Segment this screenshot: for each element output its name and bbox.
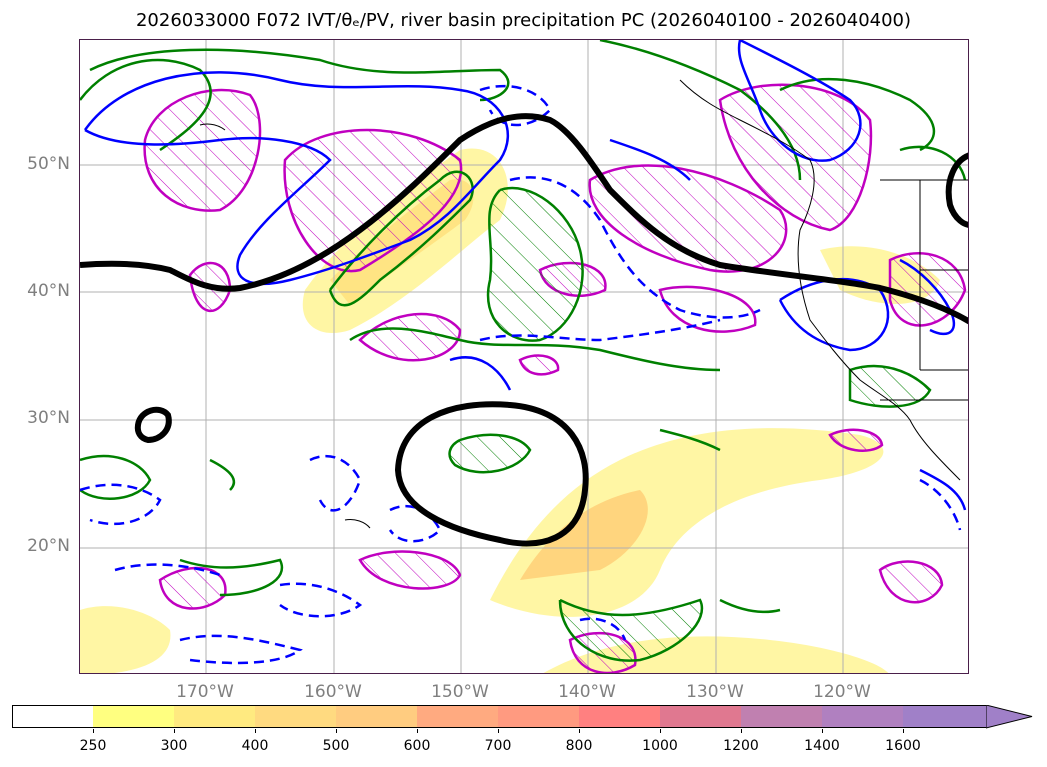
colorbar-segment [660, 705, 741, 728]
theta-e-contours [80, 40, 967, 662]
map-panel[interactable] [79, 39, 969, 674]
colorbar-segment [741, 705, 822, 728]
colorbar-tick [903, 729, 904, 733]
colorbar-tick-label: 250 [79, 738, 107, 754]
colorbar-segment [336, 705, 417, 728]
colorbar-tick-label: 1600 [885, 738, 921, 754]
lon-label-160w: 160°W [304, 682, 362, 702]
coastline [199, 79, 968, 529]
pv-contours-dashed [80, 84, 962, 665]
lat-label-40n: 40°N [27, 281, 70, 301]
colorbar-segment [12, 705, 93, 728]
lon-label-140w: 140°W [558, 682, 616, 702]
colorbar-tick-label: 600 [403, 738, 431, 754]
colorbar-segment [417, 705, 498, 728]
lon-label-120w: 120°W [813, 682, 871, 702]
colorbar-segment [822, 705, 903, 728]
colorbar-tick [336, 729, 337, 733]
colorbar-tick [93, 729, 94, 733]
lat-label-50n: 50°N [27, 154, 70, 174]
colorbar-tick-label: 1400 [804, 738, 840, 754]
lat-label-20n: 20°N [27, 536, 70, 556]
colorbar-tick-label: 1000 [642, 738, 678, 754]
colorbar-tick-label: 700 [484, 738, 512, 754]
colorbar-tick [174, 729, 175, 733]
lat-label-30n: 30°N [27, 408, 70, 428]
colorbar-tick-label: 300 [160, 738, 188, 754]
colorbar-tick [660, 729, 661, 733]
map-title: 2026033000 F072 IVT/θₑ/PV, river basin p… [135, 10, 912, 31]
colorbar-tick-label: 1200 [723, 738, 759, 754]
colorbar-segment [255, 705, 336, 728]
colorbar-segment [579, 705, 660, 728]
colorbar [12, 705, 1033, 729]
colorbar-tick-label: 500 [322, 738, 350, 754]
colorbar-tick [498, 729, 499, 733]
colorbar-tick-label: 800 [565, 738, 593, 754]
precip-pc-hatched [143, 83, 967, 673]
lon-label-130w: 130°W [686, 682, 744, 702]
lon-label-150w: 150°W [431, 682, 489, 702]
colorbar-extend-arrow [986, 705, 1033, 729]
colorbar-tick-label: 400 [241, 738, 269, 754]
colorbar-tick [255, 729, 256, 733]
colorbar-segment [174, 705, 255, 728]
colorbar-segment [498, 705, 579, 728]
lon-label-170w: 170°W [176, 682, 234, 702]
colorbar-tick [741, 729, 742, 733]
colorbar-segment [93, 705, 174, 728]
colorbar-tick [417, 729, 418, 733]
jet-contours [80, 113, 968, 547]
colorbar-segment [903, 705, 987, 728]
colorbar-tick [822, 729, 823, 733]
map-canvas [80, 40, 968, 673]
colorbar-tick [579, 729, 580, 733]
